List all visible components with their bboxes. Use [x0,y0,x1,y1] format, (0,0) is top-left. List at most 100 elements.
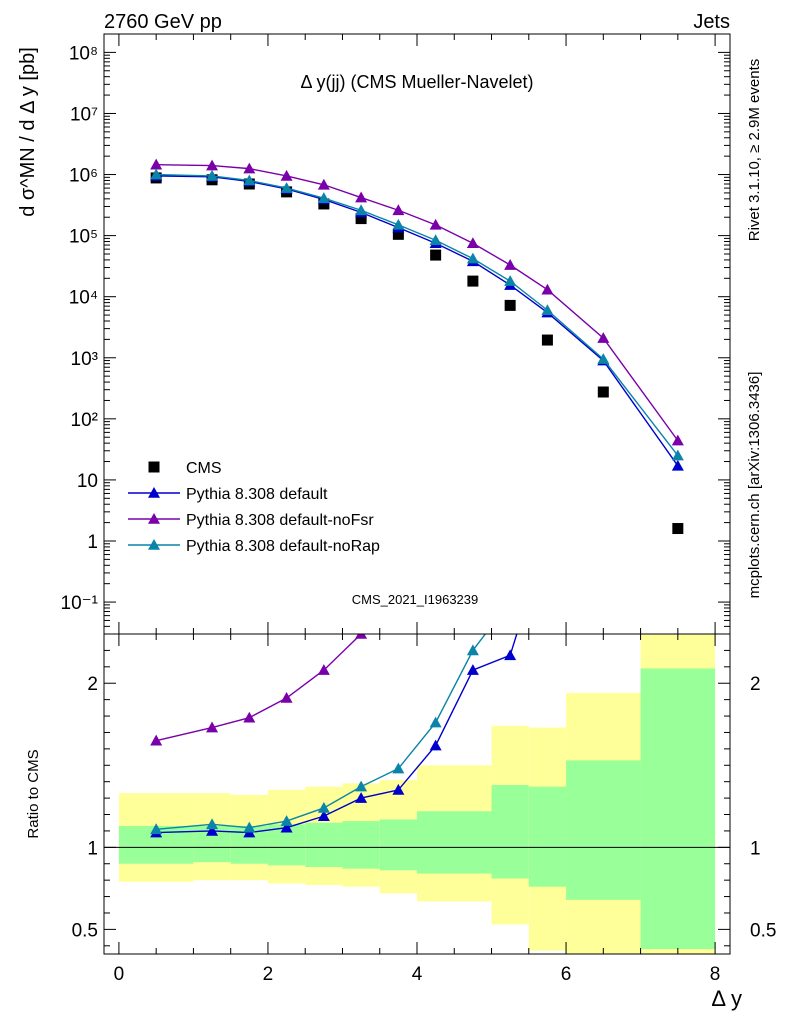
data-point-noRap [280,182,293,193]
ratio-point-noRap [150,823,163,835]
ratio-point-default [355,792,368,803]
plot-title: Δ y(jj) (CMS Mueller-Navelet) [300,72,533,92]
legend-label-noRap: Pythia 8.308 default-noRap [186,538,380,555]
ratio-band-inner [566,760,641,900]
data-point-noFsr [280,169,293,181]
y-tick-label: 10⁷ [70,104,98,125]
x-axis-label: Δ y [711,986,742,1011]
ratio-band-inner [417,811,492,874]
ratio-point-noRap [206,818,219,830]
data-point-noFsr [206,159,219,171]
data-point-noRap [243,174,256,186]
legend-marker-noFsr [148,513,160,524]
y-tick-label: 10⁶ [69,166,98,187]
data-point-noFsr [355,191,368,203]
ratio-point-default [280,821,293,833]
series-line-default [156,175,679,467]
legend-marker-default [148,487,160,498]
data-point-noFsr [466,237,479,249]
y-axis-label-ratio: Ratio to CMS [25,749,42,838]
y-tick-label: 10⁵ [69,227,98,248]
y-tick-label: 10³ [71,349,98,370]
y-tick-label: 10⁻¹ [61,593,99,614]
ratio-plot-frame [103,633,731,955]
ratio-point-noFsr [150,734,163,746]
y-axis-label-main: d σ^MN / d Δ y [pb] [17,47,39,217]
ratio-point-noRap [243,821,256,833]
data-point-noFsr [429,218,442,230]
data-point-default [671,459,684,471]
ratio-point-noFsr [280,692,293,703]
data-point-cms [430,249,442,261]
x-tick-label: 0 [114,964,125,985]
data-point-cms [672,523,684,535]
ratio-point-default [317,810,330,821]
side-text-lower: mcplots.cern.ch [arXiv:1306.3436] [746,372,763,599]
ratio-point-noFsr [355,634,368,639]
data-point-noFsr [541,283,554,295]
ratio-tick-label-right: 1 [750,838,761,859]
x-tick-label: 6 [561,964,572,985]
data-point-noRap [504,275,517,286]
ratio-tick-label-right: 2 [750,674,761,695]
data-point-noFsr [504,259,517,270]
y-tick-label: 10 [77,471,98,492]
data-point-noFsr [671,434,684,446]
data-point-noFsr [243,162,256,174]
legend-marker-noRap [148,539,160,550]
watermark: CMS_2021_I1963239 [352,592,479,607]
data-point-cms [541,334,553,346]
data-point-noFsr [150,158,163,170]
header-right: Jets [693,11,730,33]
data-point-noRap [355,204,368,216]
ratio-band-inner [305,822,343,868]
series-line-noRap [156,173,679,457]
ratio-band-inner [379,819,417,871]
header-left: 2760 GeV pp [104,11,222,33]
legend-marker-cms [148,461,160,473]
ratio-point-noRap [466,644,479,656]
data-point-cms [392,228,404,240]
x-tick-label: 4 [412,964,423,985]
series-line-noFsr [156,163,679,442]
ratio-point-noFsr [243,711,256,723]
ratio-tick-label: 0.5 [72,920,98,941]
ratio-point-noFsr [206,721,219,733]
data-point-cms [504,299,516,311]
data-point-noRap [206,169,219,181]
ratio-band-inner [528,786,567,887]
ratio-point-default [504,649,517,661]
y-tick-label: 10⁸ [69,43,98,64]
data-point-noFsr [392,204,405,216]
legend-label-cms: CMS [186,460,222,477]
data-point-noFsr [317,178,330,190]
ratio-band-inner [491,784,529,879]
y-tick-label: 10² [71,410,98,431]
data-point-noRap [466,252,479,264]
ratio-point-noRap [392,762,405,774]
ratio-tick-label-right: 0.5 [750,920,776,941]
ratio-point-noRap [429,716,442,728]
ratio-point-default [466,664,479,675]
y-tick-label: 1 [87,532,98,553]
ratio-point-default [429,739,442,751]
data-point-noRap [671,449,684,461]
ratio-band-inner [342,821,380,869]
data-point-cms [355,213,367,225]
legend-label-noFsr: Pythia 8.308 default-noFsr [186,512,374,529]
x-tick-label: 8 [710,964,721,985]
data-point-noRap [150,168,163,180]
legend-label-default: Pythia 8.308 default [186,486,328,503]
data-point-noRap [541,304,554,316]
ratio-tick-label: 1 [87,838,98,859]
data-point-cms [597,386,609,398]
side-text-upper: Rivet 3.1.10, ≥ 2.9M events [746,59,763,242]
x-tick-label: 2 [263,964,274,985]
ratio-point-noRap [355,780,368,792]
ratio-tick-label: 2 [87,674,98,695]
y-tick-label: 10⁴ [69,288,98,309]
data-point-cms [467,275,479,287]
data-point-noFsr [597,332,610,343]
ratio-point-default [206,824,219,836]
